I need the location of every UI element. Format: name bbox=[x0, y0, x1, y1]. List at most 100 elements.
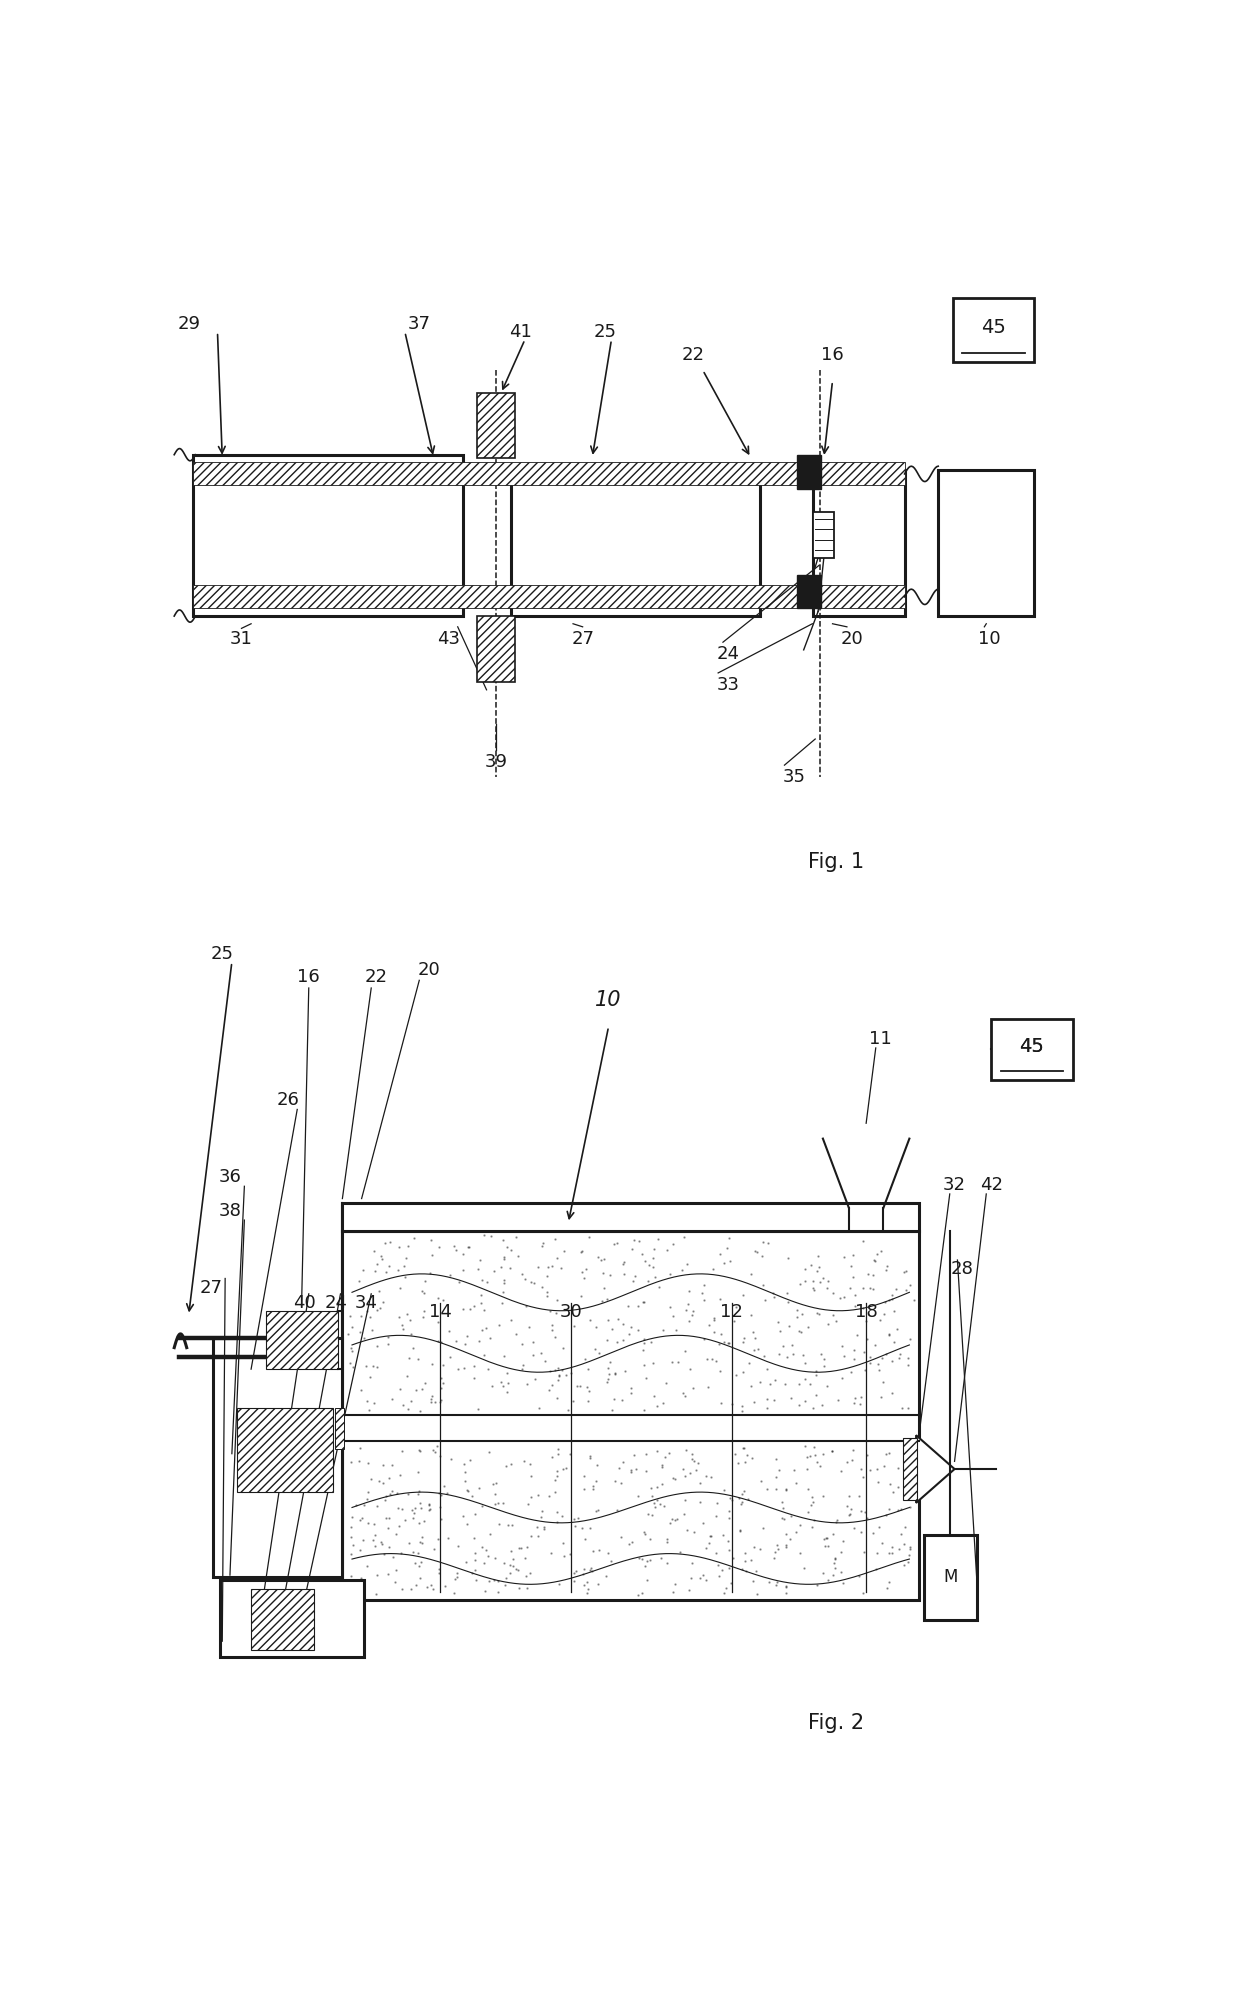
Point bbox=[642, 1251, 662, 1283]
Point bbox=[711, 1319, 730, 1351]
Point bbox=[353, 1253, 373, 1285]
Point bbox=[517, 1573, 537, 1605]
Point bbox=[622, 1525, 642, 1557]
Point bbox=[810, 1251, 830, 1283]
Point bbox=[874, 1449, 894, 1481]
Point bbox=[547, 1507, 567, 1539]
Point bbox=[847, 1319, 867, 1351]
Point bbox=[494, 1263, 513, 1295]
Point bbox=[512, 1353, 532, 1385]
Point bbox=[383, 1541, 403, 1573]
Point bbox=[430, 1441, 450, 1473]
Point bbox=[875, 1437, 895, 1469]
Point bbox=[528, 1391, 548, 1423]
Point bbox=[423, 1433, 443, 1465]
Point bbox=[742, 1299, 761, 1331]
Point bbox=[806, 1379, 826, 1411]
Point bbox=[544, 1355, 564, 1387]
Point bbox=[564, 1565, 584, 1597]
Point bbox=[446, 1325, 466, 1357]
Point bbox=[440, 1341, 460, 1373]
Point bbox=[495, 1242, 515, 1273]
Point bbox=[410, 1395, 430, 1427]
Point bbox=[725, 1291, 745, 1323]
Point bbox=[831, 1537, 851, 1569]
Point bbox=[564, 1557, 584, 1589]
Point bbox=[657, 1547, 677, 1579]
Point bbox=[652, 1449, 672, 1481]
Point bbox=[879, 1317, 899, 1349]
Point bbox=[458, 1319, 477, 1351]
Point bbox=[888, 1493, 908, 1525]
Point bbox=[547, 1381, 567, 1413]
Point bbox=[611, 1467, 631, 1499]
Point bbox=[408, 1537, 428, 1569]
Point bbox=[578, 1353, 598, 1385]
Point bbox=[397, 1297, 417, 1329]
Point bbox=[660, 1291, 680, 1323]
Point bbox=[879, 1537, 899, 1569]
Point bbox=[420, 1383, 440, 1415]
Point bbox=[718, 1327, 738, 1359]
Point bbox=[402, 1493, 422, 1525]
Point bbox=[748, 1238, 768, 1269]
Point bbox=[889, 1533, 909, 1565]
Point bbox=[653, 1489, 673, 1521]
Point bbox=[765, 1537, 785, 1569]
Text: 20: 20 bbox=[418, 960, 440, 978]
Point bbox=[727, 1359, 746, 1391]
Point bbox=[472, 1491, 492, 1523]
Point bbox=[382, 1449, 402, 1481]
Point bbox=[828, 1383, 848, 1415]
Point bbox=[884, 1325, 904, 1357]
Point bbox=[410, 1563, 430, 1595]
Point bbox=[837, 1445, 857, 1477]
Point bbox=[606, 1495, 626, 1527]
Point bbox=[813, 1557, 833, 1589]
Point bbox=[657, 1525, 677, 1557]
Point bbox=[537, 1279, 557, 1311]
Point bbox=[572, 1279, 591, 1311]
Point bbox=[781, 1383, 801, 1415]
Point bbox=[751, 1465, 771, 1497]
Point bbox=[795, 1347, 815, 1379]
Point bbox=[605, 1357, 625, 1389]
Point bbox=[869, 1303, 889, 1335]
Point bbox=[790, 1537, 810, 1569]
Point bbox=[532, 1271, 552, 1303]
Point bbox=[808, 1240, 828, 1271]
Point bbox=[526, 1363, 546, 1395]
Point bbox=[350, 1535, 370, 1567]
Point bbox=[542, 1249, 562, 1281]
Point bbox=[675, 1499, 694, 1531]
Point bbox=[379, 1503, 399, 1535]
Point bbox=[613, 1323, 632, 1355]
Point bbox=[857, 1323, 877, 1355]
Point bbox=[474, 1547, 494, 1579]
Point bbox=[760, 1367, 780, 1399]
Point bbox=[341, 1573, 361, 1605]
Point bbox=[807, 1255, 827, 1287]
Point bbox=[680, 1457, 699, 1489]
Point bbox=[419, 1495, 439, 1527]
Point bbox=[355, 1321, 374, 1353]
Point bbox=[518, 1487, 538, 1519]
Point bbox=[900, 1531, 920, 1563]
Point bbox=[707, 1487, 727, 1519]
Point bbox=[663, 1461, 683, 1493]
Point bbox=[735, 1537, 755, 1569]
Point bbox=[887, 1313, 906, 1345]
Point bbox=[588, 1569, 608, 1601]
Point bbox=[802, 1511, 822, 1543]
Point bbox=[890, 1519, 910, 1551]
Point bbox=[870, 1381, 890, 1413]
Point bbox=[758, 1353, 777, 1385]
Point bbox=[363, 1387, 383, 1419]
Point bbox=[454, 1351, 474, 1383]
Text: 45: 45 bbox=[1019, 1036, 1044, 1056]
Point bbox=[494, 1244, 513, 1275]
Bar bbox=[221, 1579, 365, 1657]
Point bbox=[398, 1393, 418, 1425]
Point bbox=[636, 1551, 656, 1583]
Point bbox=[842, 1251, 862, 1283]
